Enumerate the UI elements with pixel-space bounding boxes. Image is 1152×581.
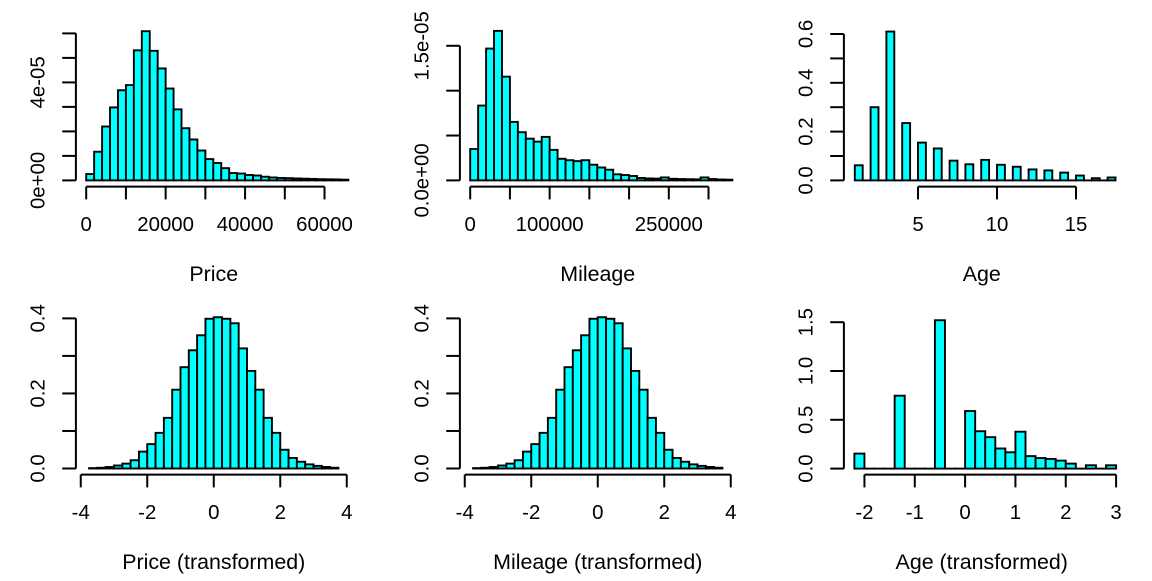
svg-text:40000: 40000: [217, 214, 274, 236]
svg-text:60000: 60000: [296, 214, 353, 236]
svg-text:5: 5: [912, 214, 923, 236]
svg-text:4: 4: [341, 502, 352, 524]
svg-text:0: 0: [208, 502, 219, 524]
svg-text:0: 0: [465, 214, 476, 236]
svg-text:Age (transformed): Age (transformed): [896, 550, 1068, 574]
svg-text:0.0: 0.0: [411, 454, 433, 482]
svg-text:0.5: 0.5: [795, 406, 817, 434]
svg-text:0.0: 0.0: [795, 454, 817, 482]
svg-text:20000: 20000: [137, 214, 194, 236]
svg-text:0.4: 0.4: [27, 304, 49, 332]
svg-text:-4: -4: [72, 502, 90, 524]
svg-text:0.2: 0.2: [27, 379, 49, 407]
svg-text:0.0: 0.0: [27, 454, 49, 482]
svg-text:2: 2: [275, 502, 286, 524]
svg-text:Price (transformed): Price (transformed): [122, 550, 305, 574]
svg-text:Mileage (transformed): Mileage (transformed): [493, 550, 702, 574]
svg-text:2: 2: [1060, 502, 1071, 524]
svg-text:1.0: 1.0: [795, 357, 817, 385]
svg-text:0: 0: [592, 502, 603, 524]
svg-text:2: 2: [659, 502, 670, 524]
svg-text:250000: 250000: [635, 214, 703, 236]
svg-text:0.2: 0.2: [411, 379, 433, 407]
svg-text:-2: -2: [522, 502, 540, 524]
svg-text:3: 3: [1110, 502, 1121, 524]
svg-text:-1: -1: [906, 502, 924, 524]
svg-text:Age: Age: [963, 262, 1001, 286]
svg-text:0: 0: [959, 502, 970, 524]
svg-text:0: 0: [81, 214, 92, 236]
svg-text:0.4: 0.4: [411, 304, 433, 332]
svg-text:-2: -2: [855, 502, 873, 524]
svg-text:0e+00: 0e+00: [27, 152, 49, 209]
svg-text:15: 15: [1065, 214, 1088, 236]
svg-text:0.4: 0.4: [795, 69, 817, 97]
svg-text:4: 4: [725, 502, 736, 524]
svg-text:-4: -4: [456, 502, 474, 524]
svg-text:0.0e+00: 0.0e+00: [411, 143, 433, 217]
svg-text:10: 10: [986, 214, 1009, 236]
svg-text:-2: -2: [138, 502, 156, 524]
svg-text:100000: 100000: [516, 214, 584, 236]
svg-text:4e-05: 4e-05: [27, 56, 49, 108]
svg-text:Mileage: Mileage: [560, 262, 635, 286]
svg-text:0.6: 0.6: [795, 20, 817, 48]
svg-text:1: 1: [1010, 502, 1021, 524]
svg-text:1.5: 1.5: [795, 308, 817, 336]
svg-text:Price: Price: [189, 262, 238, 286]
svg-text:0.0: 0.0: [795, 166, 817, 194]
svg-text:0.2: 0.2: [795, 117, 817, 145]
svg-text:1.5e-05: 1.5e-05: [411, 11, 433, 80]
